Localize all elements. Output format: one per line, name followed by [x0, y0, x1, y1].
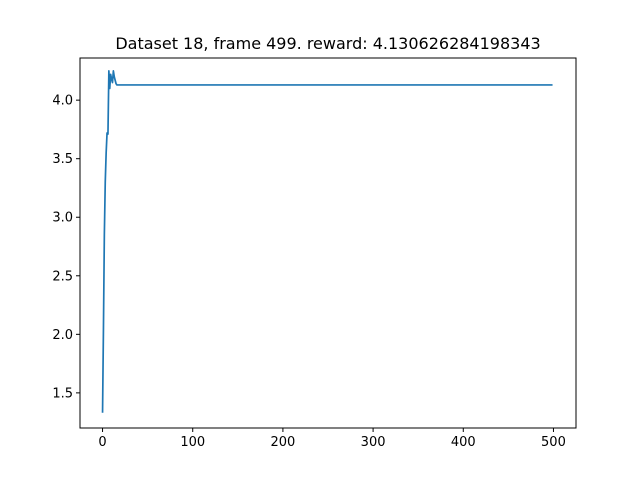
x-tick-label: 100 [180, 435, 205, 450]
plot-area [101, 70, 553, 413]
y-tick-label: 4.0 [52, 94, 73, 109]
chart-title: Dataset 18, frame 499. reward: 4.1306262… [115, 34, 540, 53]
series-line [101, 70, 553, 413]
y-tick-label: 1.5 [52, 386, 73, 401]
x-axis: 0 100 200 300 400 500 [98, 428, 566, 450]
x-tick-label: 300 [361, 435, 386, 450]
axes-frame [79, 57, 577, 429]
x-tick-label: 200 [270, 435, 295, 450]
x-tick-label: 500 [541, 435, 566, 450]
y-tick-label: 3.5 [52, 152, 73, 167]
x-tick-label: 400 [451, 435, 476, 450]
y-tick-label: 3.0 [52, 211, 73, 226]
x-tick-label: 0 [98, 435, 106, 450]
y-axis: 1.5 2.0 2.5 3.0 3.5 4.0 [52, 94, 80, 401]
y-tick-label: 2.0 [52, 328, 73, 343]
y-tick-label: 2.5 [52, 269, 73, 284]
